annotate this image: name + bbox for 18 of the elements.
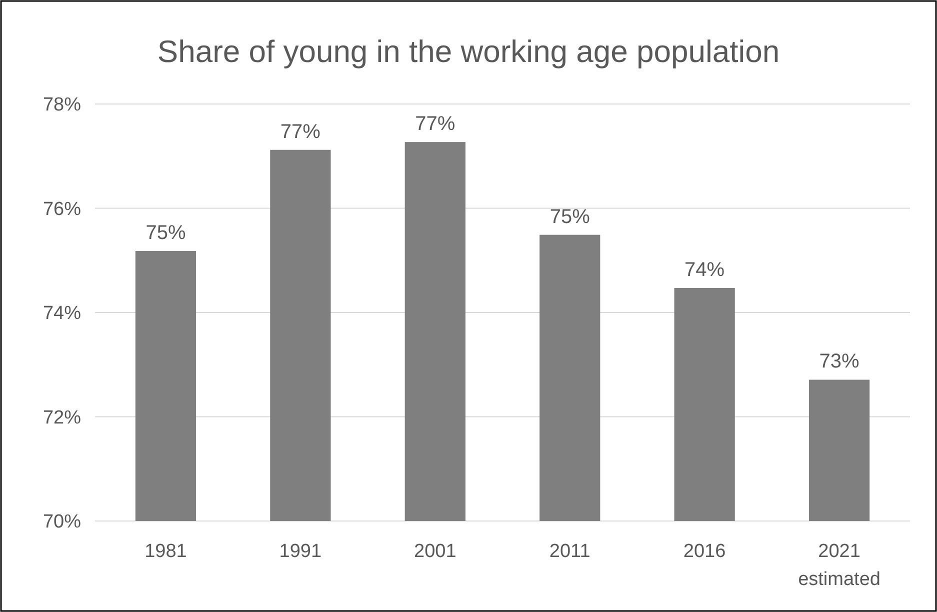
x-tick-label: 2011 [549, 541, 590, 562]
data-label: 73% [819, 350, 860, 373]
chart-title: Share of young in the working age population [157, 34, 780, 69]
y-tick-label: 74% [42, 303, 82, 324]
data-label: 74% [684, 259, 725, 281]
y-tick-label: 76% [42, 198, 82, 220]
data-label: 75% [146, 222, 186, 244]
y-tick-label: 72% [42, 407, 82, 428]
data-label: 75% [550, 206, 590, 228]
y-tick-label: 78% [42, 94, 82, 116]
x-tick-label: 1991 [279, 541, 322, 562]
y-tick-label: 70% [42, 512, 82, 533]
x-tick-label: 2021 estimated [798, 541, 880, 590]
x-tick-label: 2016 [683, 541, 726, 562]
data-label: 77% [415, 113, 456, 136]
x-tick-label: 2001 [414, 541, 456, 562]
data-label: 77% [280, 120, 321, 143]
x-tick-label: 1981 [144, 541, 187, 562]
